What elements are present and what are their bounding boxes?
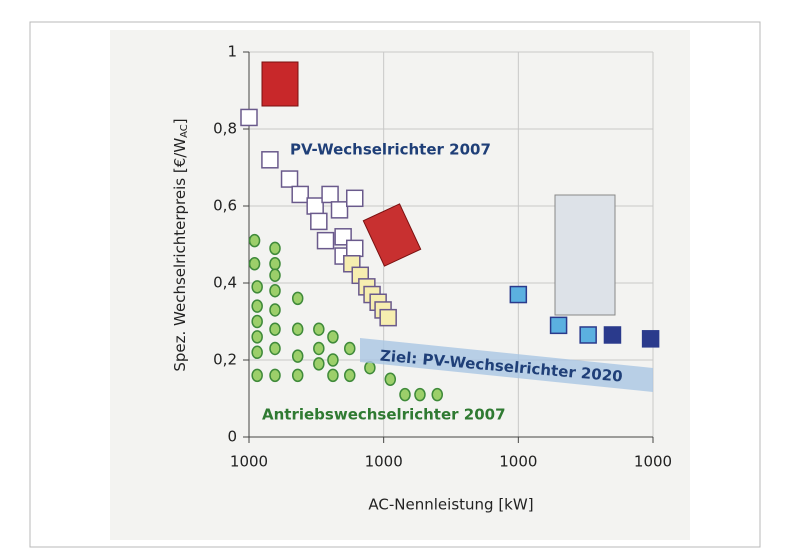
point	[270, 258, 280, 270]
point	[318, 233, 334, 249]
point	[270, 269, 280, 281]
point	[282, 171, 298, 187]
point	[252, 281, 262, 293]
point	[332, 202, 348, 218]
point	[328, 331, 338, 343]
point	[314, 342, 324, 354]
point	[262, 152, 278, 168]
point	[270, 342, 280, 354]
point	[328, 354, 338, 366]
inverter-image	[555, 195, 615, 315]
point	[293, 350, 303, 362]
point	[510, 287, 526, 303]
point	[292, 186, 308, 202]
point	[307, 198, 323, 214]
point	[643, 331, 659, 347]
x-tick-label: 1000	[365, 453, 403, 471]
point	[345, 369, 355, 381]
point	[432, 389, 442, 401]
point	[241, 109, 257, 125]
point	[604, 327, 620, 343]
point	[347, 240, 363, 256]
point	[250, 258, 260, 270]
point	[252, 369, 262, 381]
point	[252, 316, 262, 328]
point	[252, 331, 262, 343]
point	[400, 389, 410, 401]
y-tick-label: 1	[227, 43, 237, 61]
point	[293, 369, 303, 381]
y-tick-label: 0,2	[213, 351, 237, 369]
y-axis-title: Spez. Wechselrichterpreis [€/WAC]	[171, 118, 191, 371]
y-tick-label: 0,4	[213, 274, 237, 292]
point	[250, 235, 260, 247]
point	[252, 300, 262, 312]
point	[252, 346, 262, 358]
y-tick-label: 0	[227, 428, 237, 446]
inverter-image	[262, 62, 298, 106]
point	[365, 362, 375, 374]
point	[314, 323, 324, 335]
point	[380, 310, 396, 326]
point	[314, 358, 324, 370]
annotation: Antriebswechselrichter 2007	[262, 406, 506, 424]
y-tick-label: 0,8	[213, 120, 237, 138]
point	[385, 373, 395, 385]
point	[293, 292, 303, 304]
point	[293, 323, 303, 335]
point	[328, 369, 338, 381]
point	[551, 317, 567, 333]
x-tick-label: 1000	[634, 453, 672, 471]
point	[345, 342, 355, 354]
point	[270, 285, 280, 297]
point	[311, 213, 327, 229]
x-tick-label: 1000	[230, 453, 268, 471]
point	[347, 190, 363, 206]
point	[270, 304, 280, 316]
chart: 0 0,2 0,4 0,6 0,8 1 1000 1000 1000 1000 Spez. Wec…	[0, 0, 789, 549]
x-axis-title: AC-Nennleistung [kW]	[368, 496, 533, 514]
point	[270, 369, 280, 381]
y-tick-label: 0,6	[213, 197, 237, 215]
x-tick-label: 1000	[499, 453, 537, 471]
point	[580, 327, 596, 343]
point	[270, 242, 280, 254]
point	[322, 186, 338, 202]
point	[270, 323, 280, 335]
point	[415, 389, 425, 401]
annotation: PV-Wechselrichter 2007	[290, 141, 491, 159]
